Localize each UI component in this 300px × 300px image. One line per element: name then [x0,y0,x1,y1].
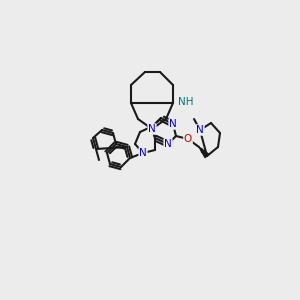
Text: O: O [184,134,192,144]
Polygon shape [199,147,209,158]
Text: N: N [164,139,172,149]
Text: NH: NH [178,97,194,107]
Text: N: N [139,148,147,158]
Text: N: N [148,124,156,134]
Text: N: N [196,125,204,135]
Text: N: N [169,119,177,129]
